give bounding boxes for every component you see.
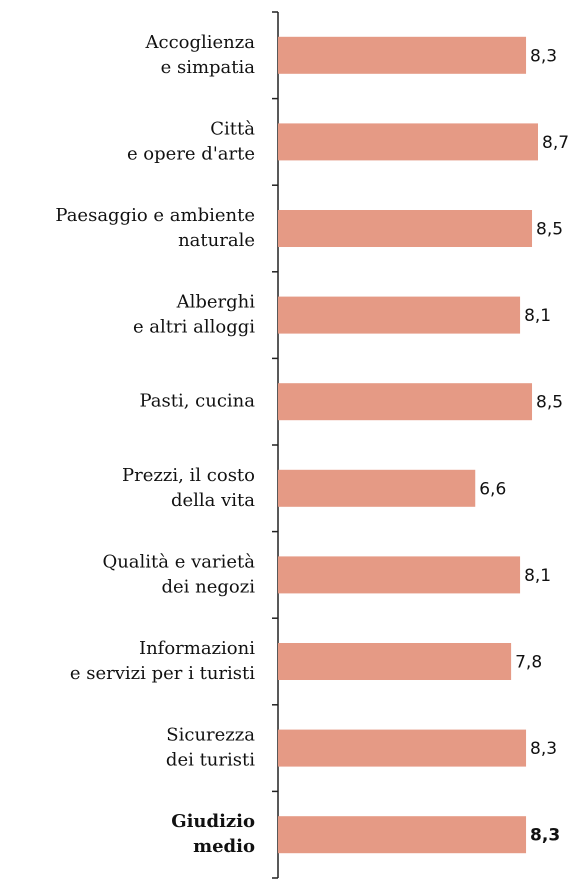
category-label: Alberghi [176, 292, 256, 313]
category-label: Pasti, cucina [139, 391, 255, 412]
bar [278, 469, 476, 507]
category-label: Qualità e varietà [102, 551, 255, 572]
value-label: 8,7 [542, 133, 569, 153]
category-label: Paesaggio e ambiente [55, 205, 255, 226]
bar [278, 383, 533, 421]
category-label: Sicurezza [166, 725, 255, 746]
value-label: 8,5 [536, 220, 563, 240]
category-label: Giudizio [171, 811, 255, 832]
category-label: e opere d'arte [127, 143, 255, 164]
value-label: 8,3 [530, 739, 557, 759]
bar [278, 729, 527, 767]
category-label: dei turisti [166, 750, 255, 771]
category-label: e altri alloggi [133, 317, 255, 338]
category-label: e servizi per i turisti [70, 663, 255, 684]
category-label: dei negozi [162, 576, 256, 597]
category-label: Città [210, 118, 255, 139]
value-label: 6,6 [479, 479, 506, 499]
category-label: Informazioni [139, 638, 255, 659]
bar [278, 643, 512, 680]
value-label: 8,5 [536, 393, 563, 413]
value-label: 8,1 [524, 306, 551, 326]
bar [278, 296, 521, 334]
category-label: medio [193, 836, 255, 857]
bar [278, 816, 527, 854]
value-label: 8,3 [530, 826, 560, 846]
bar [278, 123, 538, 161]
bar [278, 36, 527, 74]
category-label: e simpatia [161, 57, 256, 78]
bar [278, 210, 533, 247]
value-label: 7,8 [515, 653, 542, 673]
category-label: della vita [171, 490, 255, 511]
value-label: 8,3 [530, 46, 557, 66]
category-label: naturale [178, 230, 255, 251]
category-label: Accoglienza [145, 32, 256, 53]
value-label: 8,1 [524, 566, 551, 586]
bar [278, 556, 521, 594]
category-label: Prezzi, il costo [122, 465, 255, 486]
